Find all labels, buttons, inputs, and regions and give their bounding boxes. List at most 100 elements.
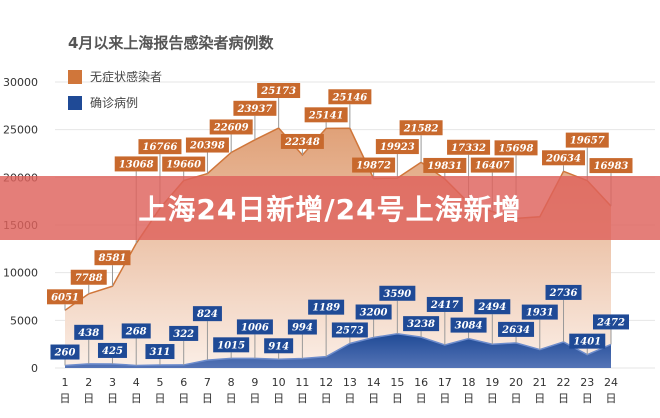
x-tick-label: 16 (414, 376, 428, 389)
data-label-box (308, 299, 345, 315)
data-label: 2634 (501, 325, 530, 336)
x-tick-label: 8 (228, 376, 235, 389)
data-label-box (521, 304, 558, 320)
y-tick-label: 30000 (3, 76, 38, 89)
x-tick-label: 5 (156, 376, 163, 389)
data-label-box (114, 156, 158, 172)
x-tick-label: 24 (604, 376, 618, 389)
x-tick-label: 19 (485, 376, 499, 389)
data-label-box (257, 83, 301, 99)
data-label-box (545, 284, 582, 300)
x-tick-suffix: 日 (107, 392, 118, 405)
x-tick-suffix: 日 (226, 392, 237, 405)
x-tick-suffix: 日 (392, 392, 403, 405)
data-label: 20398 (189, 141, 225, 152)
data-label: 21582 (403, 123, 439, 134)
data-label: 25146 (331, 92, 367, 103)
data-label-box (375, 139, 419, 155)
x-tick-suffix: 日 (344, 392, 355, 405)
data-label-box (423, 157, 467, 173)
x-tick-label: 21 (533, 376, 547, 389)
chart-title: 4月以来上海报告感染者病例数 (68, 34, 274, 52)
data-label: 8581 (99, 253, 127, 264)
x-tick-label: 10 (272, 376, 286, 389)
x-tick-label: 4 (133, 376, 140, 389)
x-tick-label: 1 (62, 376, 69, 389)
data-label: 19923 (380, 142, 415, 153)
data-label: 16766 (143, 142, 178, 153)
headline-banner: 上海24日新增/24号上海新增 (0, 176, 660, 240)
data-label: 425 (102, 346, 123, 357)
data-label: 322 (173, 329, 194, 340)
data-label-box (304, 107, 348, 123)
x-tick-suffix: 日 (511, 392, 522, 405)
x-tick-label: 23 (580, 376, 594, 389)
data-label-box (328, 89, 372, 105)
x-tick-label: 22 (557, 376, 571, 389)
data-label-box (47, 289, 83, 305)
x-tick-suffix: 日 (154, 392, 165, 405)
data-label: 1189 (312, 303, 340, 314)
data-label: 1015 (217, 340, 245, 351)
data-label-box (287, 319, 317, 335)
x-tick-suffix: 日 (131, 392, 142, 405)
legend-swatch-orange (68, 69, 82, 84)
data-label-box (70, 269, 107, 285)
data-label: 13068 (119, 159, 154, 170)
y-tick-label: 25000 (3, 124, 38, 137)
x-tick-label: 15 (390, 376, 404, 389)
data-label: 1401 (573, 337, 601, 348)
data-label: 3084 (455, 321, 483, 332)
data-label: 268 (125, 326, 147, 337)
x-tick-suffix: 日 (321, 392, 332, 405)
data-label-box (145, 344, 175, 360)
data-label: 16407 (475, 161, 510, 172)
data-label: 311 (150, 347, 171, 358)
data-label: 2417 (430, 300, 459, 311)
x-tick-suffix: 日 (368, 392, 379, 405)
data-label-box (426, 296, 463, 312)
data-label-box (97, 342, 127, 358)
legend-label: 确诊病例 (90, 96, 139, 110)
data-label-box (74, 324, 104, 340)
x-tick-label: 2 (85, 376, 92, 389)
data-label: 824 (197, 309, 218, 320)
data-label-box (209, 119, 253, 135)
x-tick-suffix: 日 (416, 392, 427, 405)
x-tick-suffix: 日 (558, 392, 569, 405)
data-label: 23937 (237, 104, 273, 115)
data-label-box (169, 325, 199, 341)
legend-label: 无症状感染者 (90, 70, 163, 84)
data-label-box (280, 133, 324, 149)
data-label-box (264, 338, 294, 354)
data-label-box (474, 299, 511, 315)
x-tick-suffix: 日 (534, 392, 545, 405)
x-tick-label: 3 (109, 376, 116, 389)
data-label: 2472 (596, 317, 625, 328)
data-label-box (447, 139, 491, 155)
x-tick-label: 11 (295, 376, 309, 389)
data-label-box (498, 321, 535, 337)
data-label: 19660 (166, 160, 201, 171)
x-tick-label: 14 (367, 376, 381, 389)
data-label: 25173 (260, 86, 296, 97)
legend-swatch-blue (68, 95, 82, 110)
data-label: 22348 (284, 137, 320, 148)
x-tick-suffix: 日 (297, 392, 308, 405)
data-label-box (470, 157, 514, 173)
y-tick-label: 5000 (10, 314, 38, 327)
x-tick-suffix: 日 (582, 392, 593, 405)
x-tick-suffix: 日 (60, 392, 71, 405)
data-label: 20634 (545, 153, 581, 164)
data-label-box (138, 139, 182, 155)
data-label: 25141 (308, 110, 344, 121)
data-label: 914 (268, 341, 289, 352)
x-tick-label: 17 (438, 376, 452, 389)
x-tick-label: 6 (180, 376, 187, 389)
data-label: 3238 (407, 319, 435, 330)
data-label-box (450, 317, 487, 333)
data-label-box (403, 316, 440, 332)
data-label: 994 (292, 323, 313, 334)
data-label: 3590 (383, 289, 411, 300)
data-label: 16983 (594, 161, 629, 172)
